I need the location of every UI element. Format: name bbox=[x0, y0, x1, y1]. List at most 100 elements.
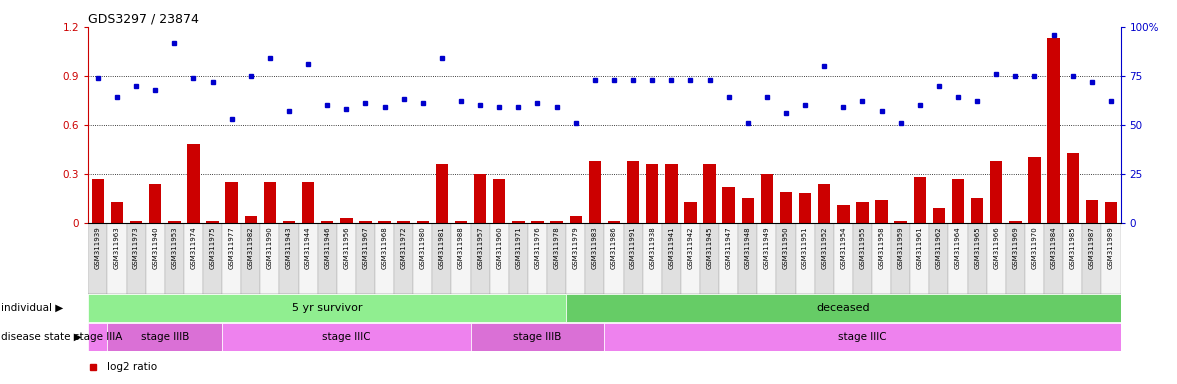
Bar bbox=[454, 221, 467, 223]
Text: GSM311983: GSM311983 bbox=[592, 226, 598, 269]
Text: GSM311976: GSM311976 bbox=[534, 226, 540, 269]
Bar bbox=[680, 223, 700, 294]
Bar bbox=[129, 221, 142, 223]
Text: GSM311948: GSM311948 bbox=[745, 226, 751, 269]
Bar bbox=[146, 223, 165, 294]
Bar bbox=[88, 295, 566, 322]
Bar bbox=[719, 223, 738, 294]
Bar bbox=[1009, 221, 1022, 223]
Bar bbox=[88, 223, 107, 294]
Text: GSM311939: GSM311939 bbox=[95, 226, 101, 269]
Bar bbox=[585, 223, 605, 294]
Text: GSM311980: GSM311980 bbox=[420, 226, 426, 269]
Text: GSM311953: GSM311953 bbox=[172, 226, 178, 269]
Bar bbox=[471, 223, 490, 294]
Bar bbox=[202, 223, 222, 294]
Bar bbox=[990, 161, 1003, 223]
Bar bbox=[624, 223, 643, 294]
Bar bbox=[490, 223, 508, 294]
Text: GSM311954: GSM311954 bbox=[840, 226, 846, 269]
Text: GSM311971: GSM311971 bbox=[516, 226, 521, 269]
Text: GSM311946: GSM311946 bbox=[324, 226, 331, 269]
Bar bbox=[930, 223, 949, 294]
Bar bbox=[222, 223, 241, 294]
Bar bbox=[394, 223, 413, 294]
Text: GSM311965: GSM311965 bbox=[975, 226, 980, 269]
Text: GSM311985: GSM311985 bbox=[1070, 226, 1076, 269]
Text: deceased: deceased bbox=[817, 303, 870, 313]
Bar bbox=[107, 323, 222, 351]
Bar bbox=[837, 205, 850, 223]
Bar bbox=[375, 223, 394, 294]
Bar bbox=[1066, 152, 1079, 223]
Bar bbox=[321, 221, 333, 223]
Bar bbox=[301, 182, 314, 223]
Bar bbox=[1105, 202, 1117, 223]
Bar bbox=[723, 187, 734, 223]
Text: GSM311941: GSM311941 bbox=[669, 226, 674, 269]
Bar bbox=[126, 223, 146, 294]
Bar bbox=[566, 223, 585, 294]
Bar bbox=[796, 223, 814, 294]
Text: GSM311970: GSM311970 bbox=[1031, 226, 1037, 269]
Bar bbox=[508, 223, 528, 294]
Bar bbox=[378, 221, 391, 223]
Bar bbox=[88, 323, 107, 351]
Text: GSM311990: GSM311990 bbox=[267, 226, 273, 269]
Bar bbox=[814, 223, 833, 294]
Bar bbox=[971, 198, 983, 223]
Text: GSM311972: GSM311972 bbox=[400, 226, 407, 269]
Bar bbox=[643, 223, 661, 294]
Bar bbox=[1044, 223, 1063, 294]
Bar bbox=[187, 144, 200, 223]
Bar bbox=[799, 194, 811, 223]
Bar bbox=[340, 218, 353, 223]
Text: GSM311943: GSM311943 bbox=[286, 226, 292, 269]
Bar bbox=[872, 223, 891, 294]
Text: log2 ratio: log2 ratio bbox=[107, 362, 158, 372]
Bar bbox=[627, 161, 639, 223]
Bar bbox=[168, 221, 180, 223]
Bar bbox=[780, 192, 792, 223]
Text: GSM311973: GSM311973 bbox=[133, 226, 139, 269]
Text: GSM311951: GSM311951 bbox=[802, 226, 809, 269]
Text: disease state ▶: disease state ▶ bbox=[1, 332, 82, 342]
Bar bbox=[1083, 223, 1102, 294]
Text: GSM311960: GSM311960 bbox=[497, 226, 503, 269]
Bar bbox=[471, 323, 605, 351]
Text: GDS3297 / 23874: GDS3297 / 23874 bbox=[88, 13, 199, 26]
Bar bbox=[646, 164, 658, 223]
Text: individual ▶: individual ▶ bbox=[1, 303, 64, 313]
Text: GSM311987: GSM311987 bbox=[1089, 226, 1095, 269]
Text: stage IIIB: stage IIIB bbox=[140, 332, 189, 342]
Bar bbox=[949, 223, 967, 294]
Bar bbox=[279, 223, 299, 294]
Text: GSM311981: GSM311981 bbox=[439, 226, 445, 269]
Bar bbox=[92, 179, 104, 223]
Bar bbox=[282, 221, 295, 223]
Text: stage IIIB: stage IIIB bbox=[513, 332, 561, 342]
Bar bbox=[952, 179, 964, 223]
Text: GSM311986: GSM311986 bbox=[611, 226, 617, 269]
Bar bbox=[588, 161, 601, 223]
Bar bbox=[833, 223, 853, 294]
Bar bbox=[260, 223, 279, 294]
Bar bbox=[967, 223, 986, 294]
Text: GSM311959: GSM311959 bbox=[898, 226, 904, 269]
Bar bbox=[111, 202, 124, 223]
Bar bbox=[337, 223, 355, 294]
Bar bbox=[661, 223, 680, 294]
Text: GSM311961: GSM311961 bbox=[917, 226, 923, 269]
Text: GSM311969: GSM311969 bbox=[1012, 226, 1018, 269]
Bar bbox=[605, 223, 624, 294]
Bar bbox=[452, 223, 471, 294]
Text: GSM311938: GSM311938 bbox=[650, 226, 656, 269]
Bar bbox=[910, 223, 930, 294]
Bar bbox=[226, 182, 238, 223]
Bar bbox=[512, 221, 525, 223]
Bar bbox=[1063, 223, 1083, 294]
Text: GSM311989: GSM311989 bbox=[1108, 226, 1113, 269]
Text: stage IIIC: stage IIIC bbox=[838, 332, 886, 342]
Text: stage IIIA: stage IIIA bbox=[74, 332, 122, 342]
Bar bbox=[318, 223, 337, 294]
